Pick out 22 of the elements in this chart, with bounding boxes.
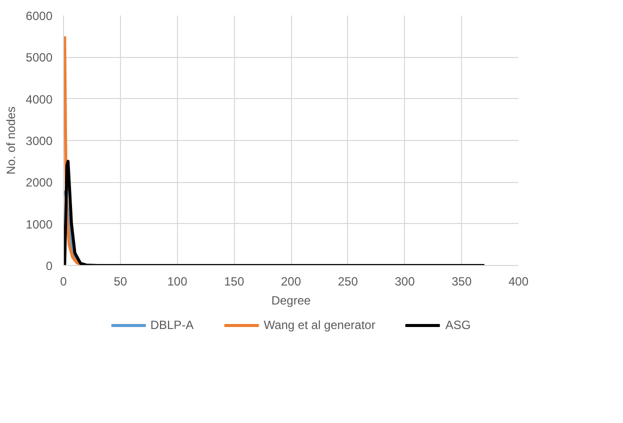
y-tick-label: 0 <box>46 259 53 273</box>
y-tick-label: 4000 <box>26 92 53 106</box>
y-axis-title: No. of nodes <box>4 106 18 175</box>
y-tick-label: 5000 <box>26 50 53 65</box>
line-series <box>64 160 486 266</box>
x-tick-label: 100 <box>167 274 188 288</box>
y-tick-label: 1000 <box>26 217 53 232</box>
x-tick-label: 150 <box>224 274 244 288</box>
y-tick-label: 2000 <box>26 176 53 190</box>
y-tick-label: 3000 <box>26 134 53 148</box>
legend-label: DBLP-A <box>150 318 194 332</box>
legend-label: Wang et al generator <box>264 318 376 332</box>
x-tick-label: 300 <box>394 274 416 288</box>
legend-label: ASG <box>445 318 471 332</box>
x-tick-label: 200 <box>280 274 302 288</box>
x-tick-label: 50 <box>114 274 128 288</box>
y-tick-label: 6000 <box>26 9 53 23</box>
x-tick-label: 400 <box>508 274 529 288</box>
x-tick-label: 0 <box>60 274 68 288</box>
x-tick-label: 250 <box>338 274 358 288</box>
x-tick-label: 350 <box>452 274 472 288</box>
x-axis-title: Degree <box>271 294 312 308</box>
